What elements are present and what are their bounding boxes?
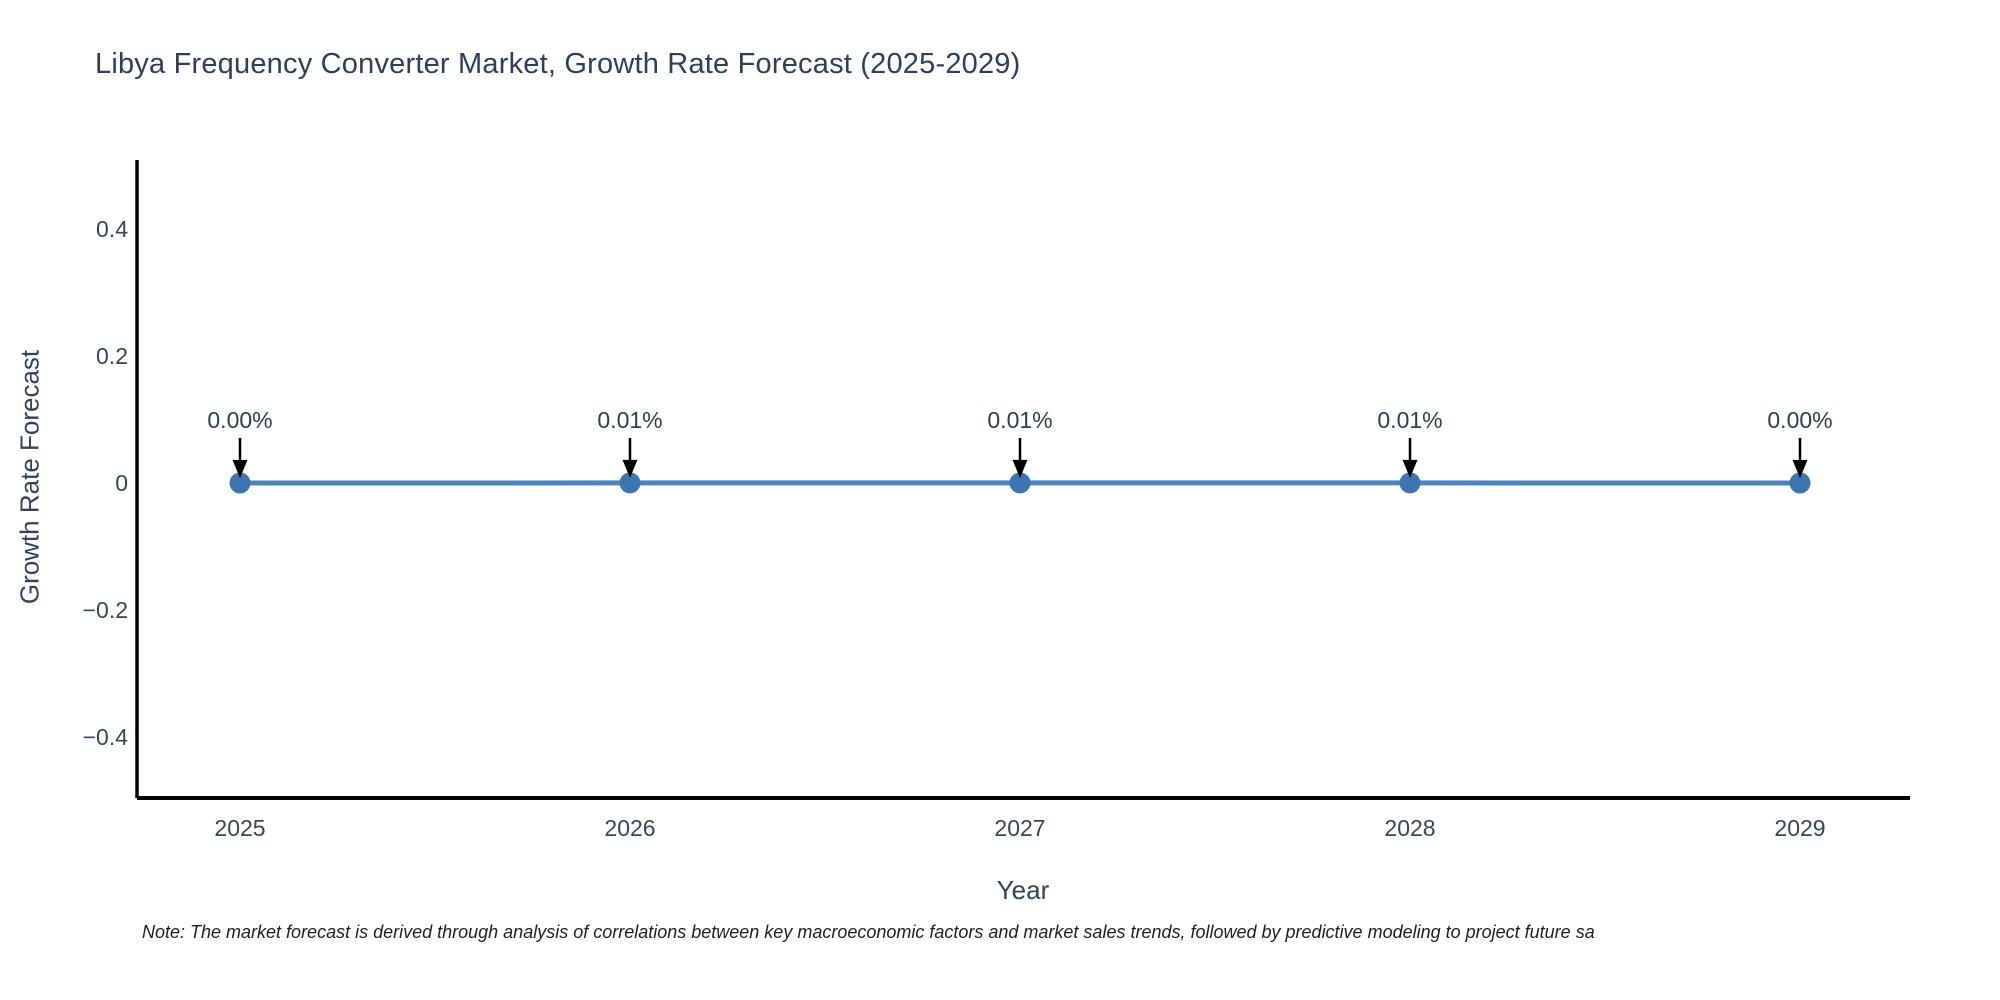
annotation-arrow-head bbox=[1792, 460, 1808, 478]
data-point-2029 bbox=[1789, 472, 1811, 494]
y-tick-label: 0 bbox=[115, 470, 128, 496]
footnote: Note: The market forecast is derived thr… bbox=[142, 922, 1595, 942]
annotation-arrow-head bbox=[622, 459, 638, 478]
x-tick-label: 2029 bbox=[1774, 815, 1825, 841]
data-point-2026 bbox=[619, 472, 641, 494]
y-tick-label: −0.2 bbox=[83, 597, 128, 623]
y-tick-label: −0.4 bbox=[83, 724, 129, 750]
x-axis-title: Year bbox=[996, 875, 1050, 905]
data-point-2028 bbox=[1399, 472, 1421, 494]
y-axis-title: Growth Rate Forecast bbox=[14, 349, 45, 605]
annotation-label-2029: 0.00% bbox=[1767, 407, 1832, 433]
data-point-2027 bbox=[1009, 472, 1031, 494]
annotation-label-2027: 0.01% bbox=[987, 407, 1052, 433]
y-tick-label: 0.4 bbox=[96, 216, 128, 242]
annotation-arrow-head bbox=[232, 460, 248, 478]
annotation-label-2028: 0.01% bbox=[1377, 407, 1442, 433]
data-point-2025 bbox=[229, 472, 251, 494]
x-tick-label: 2027 bbox=[994, 815, 1045, 841]
x-tick-label: 2028 bbox=[1384, 815, 1435, 841]
chart-title: Libya Frequency Converter Market, Growth… bbox=[95, 48, 1021, 80]
annotation-label-2025: 0.00% bbox=[207, 407, 272, 433]
annotation-arrow-head bbox=[1402, 459, 1418, 478]
x-tick-label: 2025 bbox=[214, 815, 265, 841]
y-tick-label: 0.2 bbox=[96, 343, 128, 369]
annotation-arrow-head bbox=[1012, 459, 1028, 478]
annotation-label-2026: 0.01% bbox=[597, 407, 662, 433]
x-tick-label: 2026 bbox=[604, 815, 655, 841]
